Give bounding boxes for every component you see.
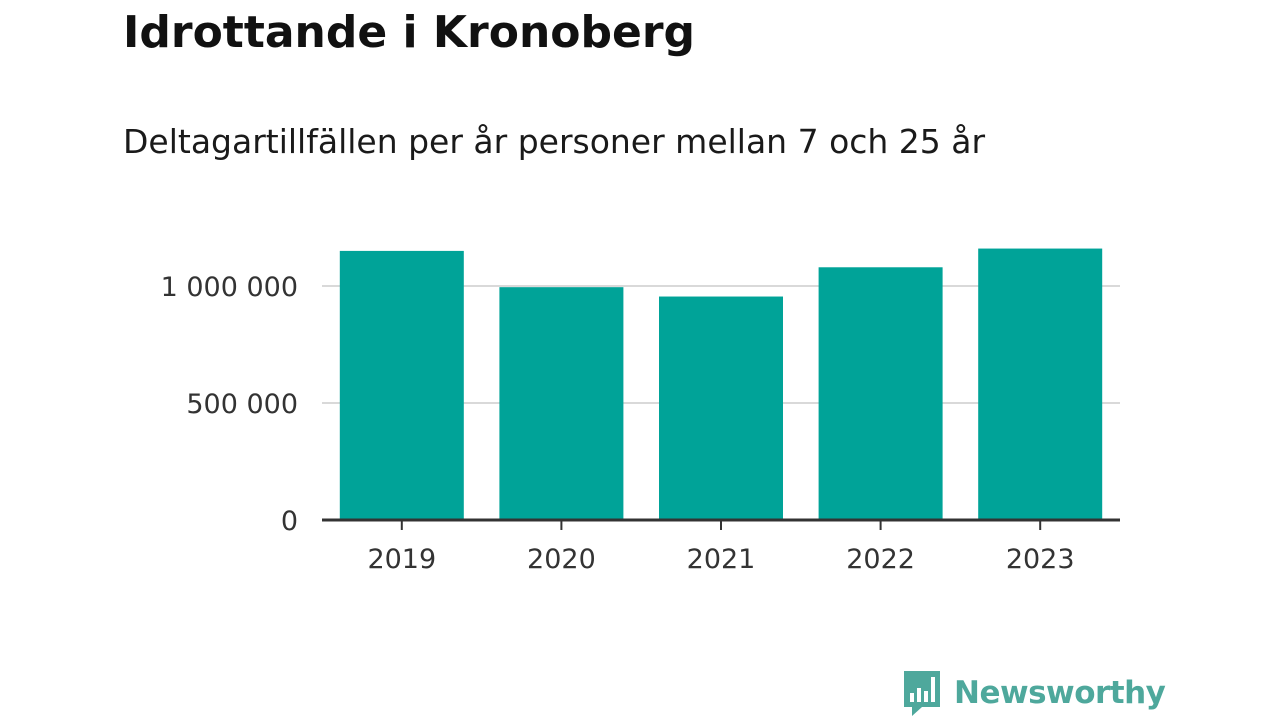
brand-name: Newsworthy [954, 675, 1166, 711]
bar-2019 [339, 250, 464, 520]
bar-2020 [499, 287, 624, 520]
bar-chart: 0 500 000 1 000 000 2019 2020 2021 2022 2023 [161, 248, 1120, 575]
bar-2023 [978, 248, 1103, 520]
bar-2021 [659, 296, 783, 520]
x-tick-label: 2019 [367, 544, 436, 575]
y-tick-label: 1 000 000 [161, 272, 298, 303]
y-tick-label: 500 000 [186, 389, 298, 420]
x-tick-labels: 2019 2020 2021 2022 2023 [367, 544, 1074, 575]
x-tick-label: 2021 [687, 544, 756, 575]
bar-2022 [818, 267, 943, 520]
x-tick-label: 2020 [527, 544, 596, 575]
x-tick-label: 2022 [846, 544, 915, 575]
chart-title: Idrottande i Kronoberg [123, 7, 696, 58]
chart-subtitle: Deltagartillfällen per år personer mella… [123, 122, 986, 161]
x-axis [322, 518, 1120, 530]
y-tick-labels: 0 500 000 1 000 000 [161, 272, 298, 537]
brand-logo: Newsworthy [902, 668, 1166, 718]
x-tick-label: 2023 [1006, 544, 1075, 575]
y-tick-label: 0 [281, 506, 298, 537]
bar-chart-speech-bubble-icon [904, 671, 940, 716]
bars [339, 248, 1103, 520]
